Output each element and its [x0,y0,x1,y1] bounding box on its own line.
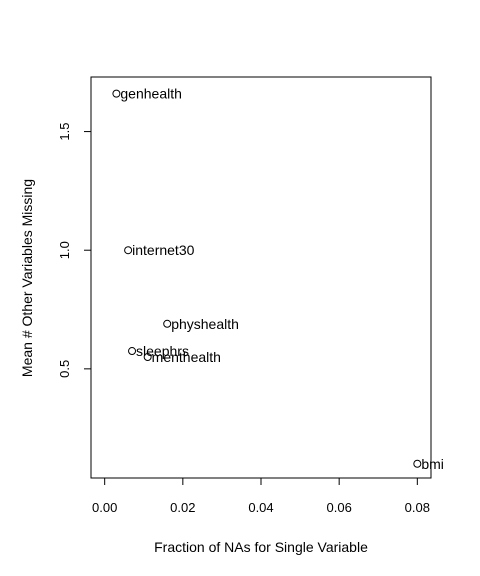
data-point-label: physhealth [171,316,239,332]
y-tick-label: 1.0 [57,241,72,259]
x-tick-label: 0.08 [405,500,430,515]
data-point-marker [125,247,132,254]
y-tick-label: 1.5 [57,123,72,141]
x-axis-title: Fraction of NAs for Single Variable [154,539,368,555]
x-tick-label: 0.04 [248,500,273,515]
plot-frame [91,77,431,478]
y-axis-title: Mean # Other Variables Missing [19,179,35,377]
data-point-marker [113,90,120,97]
x-axis: 0.00 0.02 0.04 0.06 0.08 [92,478,430,515]
data-point-marker [129,348,136,355]
x-tick-label: 0.06 [327,500,352,515]
x-tick-label: 0.00 [92,500,117,515]
y-tick-label: 0.5 [57,360,72,378]
x-tick-label: 0.02 [170,500,195,515]
data-point-label: menthealth [152,349,221,365]
data-points: genhealthinternet30physhealthsleephrsmen… [113,86,444,472]
data-point-marker [164,320,171,327]
data-point-label: genhealth [120,86,182,102]
data-point-marker [414,460,421,467]
y-axis: 0.5 1.0 1.5 [57,123,91,378]
data-point-label: internet30 [132,242,194,258]
data-point-label: bmi [421,456,444,472]
